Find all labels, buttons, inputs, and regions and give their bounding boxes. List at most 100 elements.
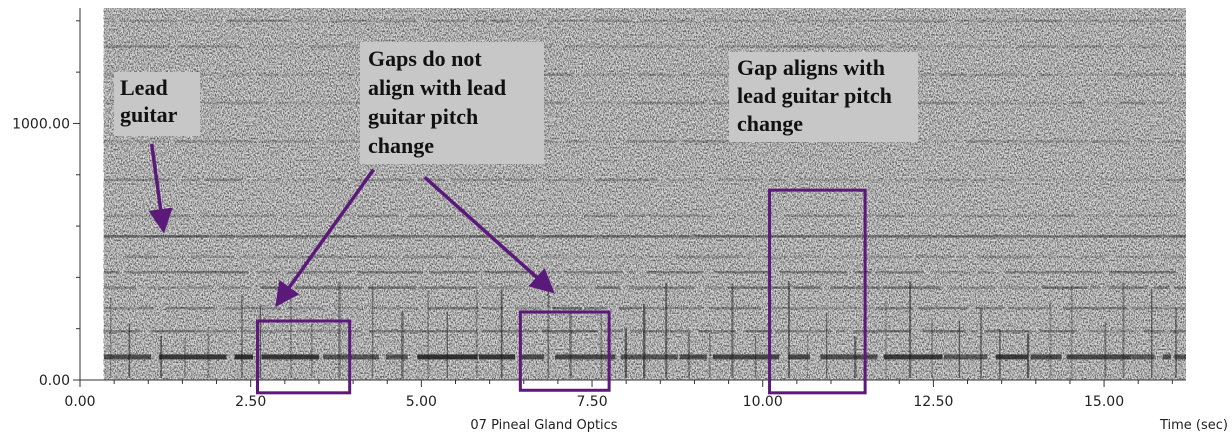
harmonic-segment	[593, 19, 633, 23]
harmonic-segment	[270, 235, 329, 238]
harmonic-segment	[917, 306, 968, 310]
harmonic-segment	[971, 286, 995, 289]
harmonic-segment	[809, 235, 875, 238]
harmonic-segment	[296, 214, 355, 218]
harmonic-segment	[282, 214, 293, 218]
harmonic-segment	[181, 178, 200, 182]
harmonic-segment	[287, 271, 352, 274]
annotation: Gap aligns with lead guitar pitch change	[729, 52, 918, 142]
harmonic-segment	[451, 178, 503, 182]
harmonic-segment	[201, 214, 229, 218]
harmonic-segment	[294, 286, 363, 289]
harmonic-segment	[253, 178, 318, 182]
harmonic-segment	[552, 306, 582, 310]
harmonic-segment	[469, 235, 490, 238]
harmonic-segment	[875, 214, 905, 218]
harmonic-segment	[272, 255, 298, 259]
harmonic-segment	[936, 140, 958, 143]
harmonic-segment	[874, 235, 905, 238]
harmonic-segment	[1161, 140, 1186, 143]
annotation-box	[114, 72, 200, 136]
harmonic-segment	[329, 19, 378, 23]
harmonic-segment	[1063, 306, 1127, 310]
harmonic-segment	[1129, 45, 1164, 48]
harmonic-segment	[919, 73, 935, 76]
x-tick-label: 7.50	[576, 394, 607, 410]
harmonic-segment	[780, 271, 848, 274]
spectrogram-image	[103, 8, 1186, 380]
harmonic-segment	[991, 178, 1022, 182]
annotation-text: align with lead	[368, 75, 506, 100]
harmonic-segment	[360, 235, 422, 238]
harmonic-segment	[1095, 101, 1120, 105]
harmonic-segment	[619, 306, 643, 310]
harmonic-segment	[926, 45, 942, 48]
harmonic-segment	[1069, 19, 1120, 23]
harmonic-segment	[720, 214, 774, 218]
harmonic-segment	[875, 271, 924, 274]
harmonic-segment	[230, 214, 277, 218]
harmonic-segment	[843, 45, 884, 48]
harmonic-segment	[709, 306, 761, 310]
harmonic-segment	[922, 330, 967, 333]
harmonic-segment	[1121, 19, 1182, 23]
harmonic-segment	[630, 330, 691, 333]
harmonic-segment	[978, 255, 1032, 259]
harmonic-segment	[504, 178, 534, 182]
y-axis-ticks: 0.00 1000.00	[12, 20, 80, 389]
harmonic-segment	[793, 286, 821, 289]
harmonic-segment	[698, 330, 713, 333]
harmonic-segment	[430, 330, 478, 333]
harmonic-segment	[774, 330, 831, 333]
harmonic-segment	[943, 354, 988, 360]
harmonic-segment	[713, 330, 736, 333]
harmonic-segment	[429, 271, 479, 274]
harmonic-segment	[542, 255, 570, 259]
harmonic-segment	[645, 306, 704, 310]
harmonic-segment	[242, 255, 256, 259]
harmonic-segment	[403, 255, 454, 259]
harmonic-segment	[1178, 101, 1186, 105]
highlight-box	[256, 319, 352, 395]
harmonic-segment	[629, 286, 695, 289]
harmonic-segment	[665, 178, 706, 182]
harmonic-segment	[788, 354, 810, 360]
harmonic-segment	[103, 45, 171, 48]
harmonic-segment	[819, 306, 875, 310]
harmonic-segment	[348, 235, 357, 238]
harmonic-segment	[637, 73, 673, 76]
y-tick-label: 0.00	[39, 373, 70, 389]
harmonic-segment	[257, 271, 280, 274]
harmonic-segment	[353, 178, 415, 182]
harmonic-segment	[392, 255, 401, 259]
harmonic-segment	[119, 19, 177, 23]
harmonic-segment	[883, 354, 943, 360]
harmonic-segment	[1079, 255, 1107, 259]
harmonic-segment	[433, 235, 465, 238]
harmonic-segment	[1114, 73, 1176, 76]
harmonic-segment	[1008, 306, 1052, 310]
harmonic-segment	[601, 235, 629, 238]
harmonic-segment	[995, 354, 1028, 360]
harmonic-segment	[334, 306, 363, 310]
harmonic-segment	[679, 354, 707, 360]
harmonic-segment	[217, 73, 250, 76]
harmonic-segment	[1131, 306, 1186, 310]
harmonic-segment	[329, 235, 346, 238]
harmonic-segment	[682, 140, 746, 143]
harmonic-segment	[175, 140, 191, 143]
harmonic-segment	[135, 140, 166, 143]
harmonic-segment	[756, 235, 810, 238]
annotation-text: change	[368, 133, 434, 158]
harmonic-segment	[1116, 255, 1154, 259]
harmonic-segment	[478, 354, 516, 360]
harmonic-segment	[103, 330, 141, 333]
harmonic-segment	[716, 178, 764, 182]
harmonic-segment	[242, 235, 269, 238]
annotation-text: Gaps do not	[368, 46, 482, 71]
harmonic-segment	[195, 330, 238, 333]
harmonic-segment	[103, 354, 152, 360]
harmonic-segment	[855, 271, 872, 274]
harmonic-segment	[702, 19, 757, 23]
harmonic-segment	[548, 19, 590, 23]
